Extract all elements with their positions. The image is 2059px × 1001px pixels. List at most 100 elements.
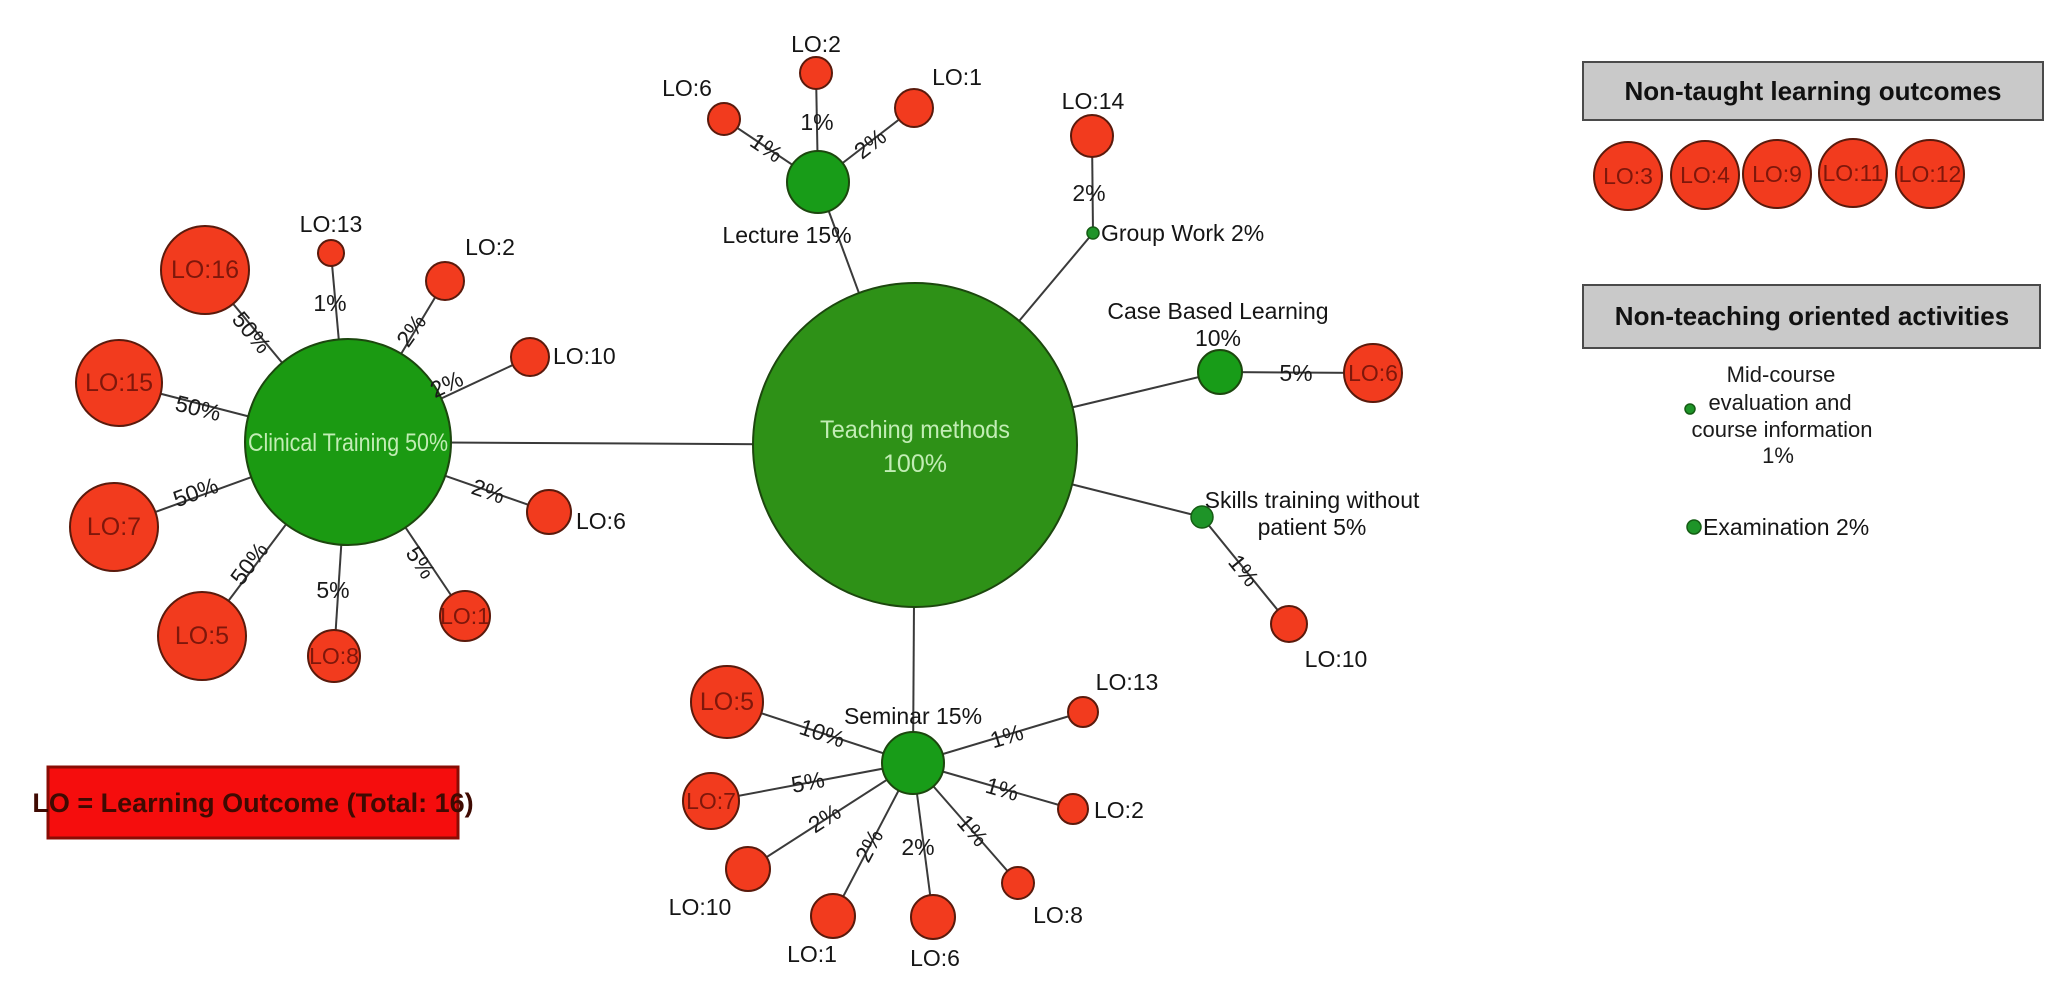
non-taught-lo4-label: LO:4 [1680,162,1730,188]
clinical-lo5-node [157,591,247,681]
hub-label-line2: 100% [883,450,947,478]
clinical-lo6-pct: 2% [468,473,508,508]
hub-node-teaching-methods [752,282,1078,608]
clinical-lo5-label: LO:5 [175,622,229,650]
casebased-lo6-pct: 5% [1279,360,1312,386]
seminar-lo5-node [690,665,764,739]
mid-course-line3: course information [1692,417,1873,442]
clinical-lo5-pct: 50% [225,537,273,589]
non-taught-lo9-label: LO:9 [1752,161,1802,187]
seminar-lo8-label: LO:8 [1033,902,1083,928]
lecture-lo2-label: LO:2 [791,31,841,57]
skills-label-line1: Skills training without [1205,487,1420,513]
edge-seminar-lo7 [710,762,914,802]
seminar-lo10-node [725,846,771,892]
seminar-lo13-label: LO:13 [1096,669,1159,695]
clinical-lo10-node [510,337,550,377]
clinical-lo7-pct: 50% [170,472,222,512]
case-based-learning-node [1197,349,1243,395]
non-taught-lo9-node [1742,139,1812,209]
seminar-lo13-node [1067,696,1099,728]
non-taught-lo3-node [1593,141,1663,211]
seminar-lo13-pct: 1% [987,719,1026,754]
clinical-lo6-node [526,489,572,535]
clinical-lo1-label: LO:1 [440,603,490,629]
panel-non-teaching: Non-teaching oriented activities Mid-cou… [1582,284,2041,540]
seminar-lo2-label: LO:2 [1094,797,1144,823]
lecture-lo1-label: LO:1 [932,64,982,90]
clinical-lo10-label: LO:10 [553,343,616,369]
seminar-lo8-node [1001,866,1035,900]
seminar-lo1-node [810,893,856,939]
seminar-lo6-label: LO:6 [910,945,960,971]
casebased-label-line2: 10% [1195,325,1241,351]
mid-course-line1: Mid-course [1727,362,1836,387]
seminar-lo7-label: LO:7 [686,788,736,814]
lecture-label: Lecture 15% [722,222,851,248]
groupwork-lo14-node [1070,114,1114,158]
seminar-label: Seminar 15% [844,703,982,729]
clinical-lo8-pct: 5% [316,577,349,603]
clinical-lo13-node [317,239,345,267]
seminar-lo6-node [910,894,956,940]
non-taught-lo12-node [1895,139,1965,209]
lecture-lo6-node [707,102,741,136]
seminar-lo7-node [682,772,740,830]
clinical-lo1-node [439,590,491,642]
clinical-lo6-label: LO:6 [576,508,626,534]
legend: LO = Learning Outcome (Total: 16) [32,765,474,840]
non-taught-title-box [1582,61,2044,121]
seminar-lo2-pct: 1% [983,772,1022,806]
seminar-node [881,731,945,795]
casebased-lo6-label: LO:6 [1348,360,1398,386]
examination-label: Examination 2% [1703,514,1869,540]
legend-box [46,765,460,840]
mid-course-line2: evaluation and [1708,390,1851,415]
clinical-lo1-pct: 5% [401,541,441,583]
panel-non-taught: Non-taught learning outcomes LO:3 LO:4 L… [1582,61,2044,211]
casebased-label-line1: Case Based Learning [1107,298,1328,324]
nodes [69,56,1403,940]
skills-lo10-label: LO:10 [1305,646,1368,672]
groupwork-label: Group Work 2% [1101,220,1264,246]
groupwork-lo14-label: LO:14 [1062,88,1125,114]
lecture-lo6-pct: 1% [746,127,788,167]
clinical-lo16-node [160,225,250,315]
clinical-lo8-node [307,629,361,683]
groupwork-pct: 2% [1072,180,1105,206]
non-taught-lo12-label: LO:12 [1899,161,1962,187]
non-teaching-title-box [1582,284,2041,349]
seminar-lo1-label: LO:1 [787,941,837,967]
clinical-lo15-node [75,339,163,427]
non-taught-lo11-label: LO:11 [1823,160,1884,186]
clinical-lo7-label: LO:7 [87,513,141,541]
group-work-node [1086,226,1100,240]
clinical-lo15-pct: 50% [173,390,224,426]
clinical-lo7-node [69,482,159,572]
edge-skills-lo10 [1201,516,1290,625]
clinical-lo2-pct: 2% [391,309,431,351]
seminar-lo2-node [1057,793,1089,825]
hub-label-line1: Teaching methods [820,416,1010,444]
mid-course-node [1684,403,1696,415]
clinical-lo2-label: LO:2 [465,234,515,260]
seminar-lo5-label: LO:5 [700,688,754,716]
edge-seminar-lo10 [747,762,914,870]
seminar-lo6-pct: 2% [901,834,934,860]
lecture-lo2-pct: 1% [800,109,833,135]
clinical-lo13-label: LO:13 [300,211,363,237]
examination-node [1686,519,1702,535]
non-taught-lo11-node [1818,138,1888,208]
skills-lo10-node [1270,605,1308,643]
clinical-lo16-label: LO:16 [171,256,239,284]
lecture-lo1-node [894,88,934,128]
seminar-lo5-pct: 10% [796,714,848,753]
skills-label-line2: patient 5% [1258,514,1367,540]
clinical-training-node [244,338,452,546]
lecture-node [786,150,850,214]
casebased-lo6-node [1343,343,1403,403]
non-taught-lo3-label: LO:3 [1603,163,1653,189]
seminar-lo7-pct: 5% [789,766,827,798]
